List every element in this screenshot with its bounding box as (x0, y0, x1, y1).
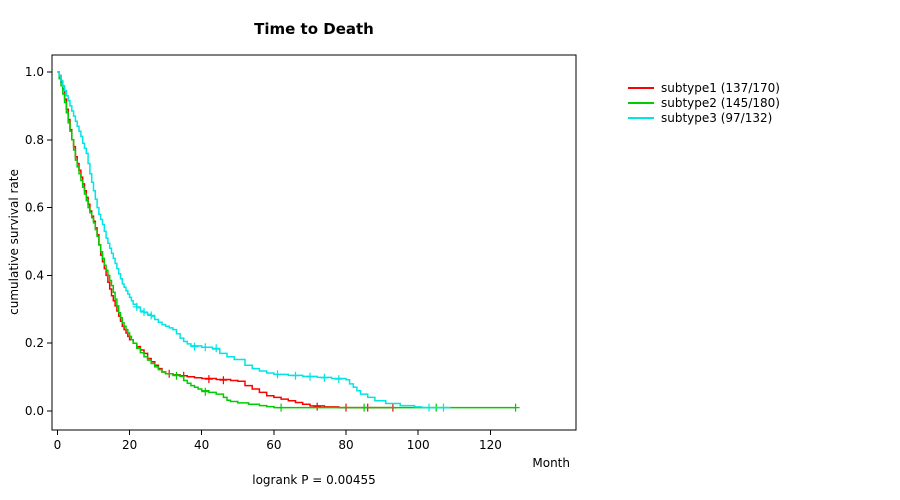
plot-box (51, 54, 577, 431)
x-tick-label: 20 (122, 438, 137, 452)
x-tick-label: 40 (194, 438, 209, 452)
legend-label: subtype3 (97/132) (661, 110, 773, 125)
y-tick-label: 0.4 (25, 268, 44, 282)
x-tick-label: 120 (479, 438, 502, 452)
logrank-annotation: logrank P = 0.00455 (252, 473, 376, 487)
legend: subtype1 (137/170) subtype2 (145/180) subt… (628, 80, 780, 125)
legend-item: subtype1 (137/170) (628, 80, 780, 95)
x-tick-label: 80 (338, 438, 353, 452)
x-tick-label: 0 (54, 438, 62, 452)
legend-line-sample (628, 116, 654, 119)
km-curve (57, 71, 516, 409)
legend-item: subtype2 (145/180) (628, 95, 780, 110)
chart-title: Time to Death (254, 20, 374, 38)
y-tick-label: 0.2 (25, 336, 44, 350)
legend-label: subtype1 (137/170) (661, 80, 780, 95)
km-curve (57, 71, 451, 409)
y-tick-label: 0.0 (25, 404, 44, 418)
x-axis-label: Month (532, 456, 570, 470)
legend-label: subtype2 (145/180) (661, 95, 780, 110)
legend-item: subtype3 (97/132) (628, 110, 780, 125)
y-tick-label: 1.0 (25, 65, 44, 79)
axes: 0 20 40 60 80 100 120 0.0 0.2 0.4 0.6 0.8 1.0 (25, 65, 502, 452)
y-tick-label: 0.6 (25, 201, 44, 215)
y-tick-label: 0.8 (25, 133, 44, 147)
x-tick-label: 100 (407, 438, 430, 452)
legend-line-sample (628, 86, 654, 89)
y-axis-label: cumulative survival rate (7, 169, 21, 315)
legend-line-sample (628, 101, 654, 104)
censor-marks (132, 302, 448, 412)
x-tick-label: 60 (266, 438, 281, 452)
